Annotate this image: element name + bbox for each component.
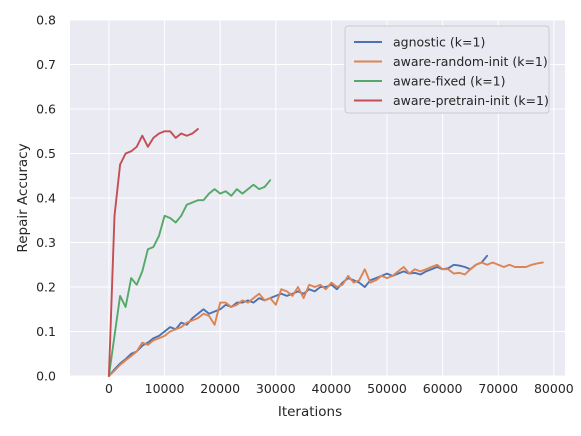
x-tick-label: 0 xyxy=(105,381,113,396)
series-line xyxy=(107,179,272,377)
x-tick-label: 10000 xyxy=(145,381,185,396)
legend-entry-label: agnostic (k=1) xyxy=(393,35,485,50)
y-tick-label: 0.8 xyxy=(36,13,56,28)
y-tick-label: 0.5 xyxy=(36,146,56,161)
y-axis-label: Repair Accuracy xyxy=(15,143,31,252)
x-tick-label: 70000 xyxy=(478,381,518,396)
x-tick-label: 60000 xyxy=(423,381,463,396)
y-tick-label: 0.0 xyxy=(36,369,56,384)
y-tick-label: 0.3 xyxy=(36,235,56,250)
y-tick-label: 0.1 xyxy=(36,324,56,339)
y-tick-label: 0.7 xyxy=(36,57,56,72)
y-tick-label: 0.6 xyxy=(36,102,56,117)
legend-box xyxy=(344,25,550,114)
series-line xyxy=(107,261,544,377)
series-line xyxy=(107,254,489,377)
x-axis-label: Iterations xyxy=(278,404,342,420)
y-tick-label: 0.4 xyxy=(36,191,56,206)
x-tick-label: 20000 xyxy=(200,381,240,396)
y-axis-ticks: 0.0 0.1 0.2 0.3 0.4 0.5 0.6 0.7 0.8 xyxy=(36,13,56,384)
legend-entry-label: aware-pretrain-init (k=1) xyxy=(393,93,549,108)
series-line xyxy=(107,128,199,377)
legend-entry-label: aware-fixed (k=1) xyxy=(393,74,506,89)
x-tick-label: 40000 xyxy=(312,381,352,396)
x-tick-label: 80000 xyxy=(534,381,574,396)
series-lines xyxy=(107,128,544,377)
legend-entry-label: aware-random-init (k=1) xyxy=(393,54,548,69)
x-tick-label: 50000 xyxy=(367,381,407,396)
y-tick-label: 0.2 xyxy=(36,280,56,295)
x-tick-label: 30000 xyxy=(256,381,296,396)
x-axis-ticks: 0 10000 20000 30000 40000 50000 60000 70000 8000… xyxy=(105,381,574,396)
legend: agnostic (k=1) aware-random-init (k=1) awa… xyxy=(344,25,550,114)
